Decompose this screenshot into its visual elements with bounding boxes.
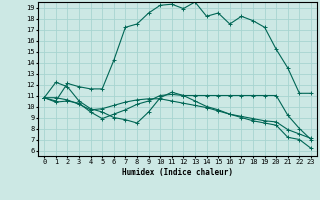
X-axis label: Humidex (Indice chaleur): Humidex (Indice chaleur) — [122, 168, 233, 177]
